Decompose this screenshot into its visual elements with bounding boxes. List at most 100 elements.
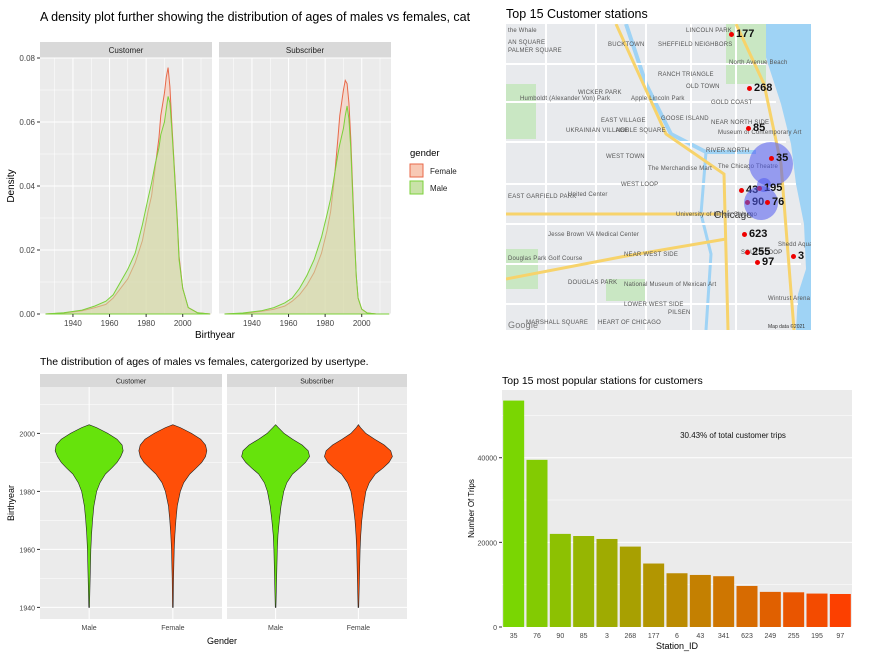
map-label: North Avenue Beach bbox=[729, 60, 788, 66]
legend-label: Female bbox=[430, 167, 457, 176]
station-marker[interactable] bbox=[746, 126, 751, 131]
x-tick-label: 1940 bbox=[243, 319, 261, 328]
bar-43 bbox=[689, 574, 711, 627]
x-tick-label: 268 bbox=[624, 633, 636, 640]
station-marker[interactable] bbox=[742, 232, 747, 237]
facet-strip bbox=[40, 374, 222, 387]
map-label: United Center bbox=[568, 192, 608, 198]
map-label: Shedd Aquarium bbox=[778, 242, 811, 248]
bar-6 bbox=[666, 573, 688, 627]
station-marker[interactable] bbox=[729, 32, 734, 37]
x-tick-label: Male bbox=[82, 625, 97, 632]
map-label: WEST LOOP bbox=[621, 182, 659, 188]
station-bubble bbox=[744, 186, 778, 220]
station-marker[interactable] bbox=[755, 260, 760, 265]
x-tick-label: 90 bbox=[556, 633, 564, 640]
map-label: Humboldt (Alexander Von) Park bbox=[520, 96, 611, 102]
y-axis-label: Density bbox=[6, 169, 17, 202]
station-label: 177 bbox=[736, 28, 755, 40]
map-label: EAST VILLAGE bbox=[601, 118, 646, 124]
map-label: NEAR WEST SIDE bbox=[624, 252, 679, 258]
map-label: Map data ©2021 bbox=[768, 324, 806, 330]
density-male-subscriber bbox=[224, 105, 390, 315]
y-axis-label: Birthyear bbox=[6, 485, 16, 521]
station-marker[interactable] bbox=[739, 188, 744, 193]
x-tick-label: 255 bbox=[788, 633, 800, 640]
map-base bbox=[506, 24, 811, 330]
map-label: PALMER SQUARE bbox=[508, 48, 562, 54]
x-tick-label: 341 bbox=[718, 633, 730, 640]
x-tick-label: 623 bbox=[741, 633, 753, 640]
y-tick-label: 1980 bbox=[19, 489, 35, 496]
y-tick-label: 0.08 bbox=[19, 54, 35, 63]
map-label: The Chicago Theatre bbox=[718, 164, 779, 170]
x-tick-label: 1980 bbox=[316, 319, 334, 328]
map-label: BUCKTOWN bbox=[608, 42, 645, 48]
map-label: NEAR NORTH SIDE bbox=[711, 120, 770, 126]
x-tick-label: 97 bbox=[836, 633, 844, 640]
map-label: University of Illinois Chicago bbox=[676, 212, 758, 218]
x-axis-label: Birthyear bbox=[195, 330, 236, 341]
facet-label: Customer bbox=[116, 379, 147, 386]
bar-76 bbox=[526, 459, 548, 627]
violin-male-subscriber bbox=[241, 424, 310, 608]
map-label: PILSEN bbox=[668, 310, 691, 316]
bar-97 bbox=[829, 593, 851, 627]
station-label: 85 bbox=[753, 122, 766, 134]
bar-255 bbox=[783, 592, 805, 627]
x-tick-label: 2000 bbox=[174, 319, 192, 328]
bar-249 bbox=[759, 591, 781, 627]
x-tick-label: 2000 bbox=[353, 319, 371, 328]
station-label: 97 bbox=[762, 256, 775, 268]
station-marker[interactable] bbox=[791, 254, 796, 259]
bar-annotation: 30.43% of total customer trips bbox=[680, 431, 786, 440]
bar-85 bbox=[573, 536, 595, 627]
x-tick-label: 6 bbox=[675, 633, 679, 640]
map-label: GOOSE ISLAND bbox=[661, 116, 709, 122]
map-label: OLD TOWN bbox=[686, 84, 720, 90]
y-tick-label: 2000 bbox=[19, 431, 35, 438]
map-label: HEART OF CHICAGO bbox=[598, 320, 661, 326]
station-label: 3 bbox=[798, 250, 805, 262]
density-chart: Customer 1940 1960 1980 2000 0.00 0.02 0.04 0.06… bbox=[6, 42, 457, 341]
facet-strip bbox=[219, 42, 391, 58]
station-marker[interactable] bbox=[765, 200, 770, 205]
map-title: Top 15 Customer stations bbox=[506, 7, 648, 21]
bar-chart: 35 76 90 85 3 268 177 6 43 341 623 249 255 195 97 0 2000… bbox=[467, 390, 852, 651]
x-tick-label: Male bbox=[268, 625, 283, 632]
map-label: DOUGLAS PARK bbox=[568, 280, 618, 286]
bar-177 bbox=[643, 563, 665, 627]
map-label: GOLD COAST bbox=[711, 100, 753, 106]
bar-268 bbox=[619, 546, 641, 627]
y-tick-label: 0.04 bbox=[19, 182, 35, 191]
y-tick-label: 20000 bbox=[478, 540, 498, 547]
y-tick-label: 0.02 bbox=[19, 246, 35, 255]
y-tick-label: 1940 bbox=[19, 605, 35, 612]
map-label: the Whale bbox=[508, 28, 537, 34]
map-label: Apple Lincoln Park bbox=[631, 96, 685, 102]
map-label: RIVER NORTH bbox=[706, 148, 750, 154]
map-label: The Merchandise Mart bbox=[648, 166, 713, 172]
station-marker[interactable] bbox=[747, 86, 752, 91]
map-label: Douglas Park Golf Course bbox=[508, 256, 583, 262]
x-tick-label: Female bbox=[347, 625, 370, 632]
map-label: UKRAINIAN VILLAGE bbox=[566, 128, 629, 134]
y-tick-label: 40000 bbox=[478, 456, 498, 463]
y-tick-label: 1960 bbox=[19, 547, 35, 554]
legend-label: Male bbox=[430, 184, 448, 193]
x-tick-label: 1940 bbox=[64, 319, 82, 328]
station-map[interactable]: the Whale AN SQUARE PALMER SQUARE BUCKTOWN S… bbox=[506, 24, 811, 330]
bar-3 bbox=[596, 538, 618, 627]
facet-strip bbox=[227, 374, 407, 387]
x-tick-label: 1960 bbox=[280, 319, 298, 328]
map-label: SHEFFIELD NEIGHBORS bbox=[658, 42, 733, 48]
bar-195 bbox=[806, 593, 828, 627]
station-marker[interactable] bbox=[769, 156, 774, 161]
density-title: A density plot further showing the distr… bbox=[40, 10, 470, 24]
x-tick-label: Female bbox=[161, 625, 184, 632]
map-label: WICKER PARK bbox=[578, 90, 622, 96]
violin-title: The distribution of ages of males vs fem… bbox=[40, 356, 369, 368]
station-marker[interactable] bbox=[745, 250, 750, 255]
map-label: Jesse Brown VA Medical Center bbox=[548, 232, 640, 238]
map-label: Wintrust Arena bbox=[768, 296, 811, 302]
